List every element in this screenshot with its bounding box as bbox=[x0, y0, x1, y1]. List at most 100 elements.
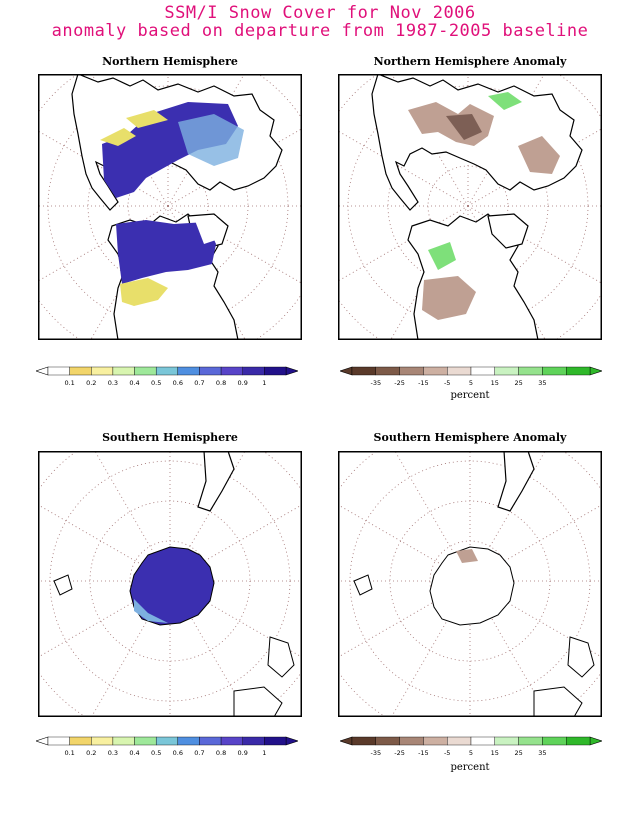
colorbar-arrow-right bbox=[589, 736, 602, 746]
colorbar-swatch bbox=[242, 366, 265, 376]
colorbar-swatch bbox=[220, 366, 243, 376]
colorbar-tick-label: -25 bbox=[394, 749, 405, 757]
colorbar-swatch bbox=[470, 366, 495, 376]
colorbar-swatch bbox=[518, 736, 543, 746]
colorbar-swatch bbox=[446, 366, 472, 376]
colorbar-tick-label: -5 bbox=[444, 749, 450, 757]
map-frame bbox=[38, 74, 302, 340]
landmass bbox=[53, 451, 295, 717]
snow-antarctica bbox=[129, 546, 215, 626]
colorbar-tick-label: -35 bbox=[370, 379, 381, 387]
map-frame bbox=[338, 451, 602, 717]
anomaly-neg-core bbox=[446, 114, 482, 140]
colorbar-tick-label: 0.8 bbox=[216, 379, 226, 387]
colorbar-anomaly-bottom: -35 -25 -15 -5 5 15 25 35 bbox=[340, 736, 602, 757]
colorbar-swatch bbox=[134, 736, 157, 746]
panel-title-nh-anomaly: Northern Hemisphere Anomaly bbox=[373, 55, 567, 68]
colorbar-swatch bbox=[47, 366, 70, 376]
colorbar-unit-bottom: percent bbox=[450, 762, 490, 773]
colorbar-swatch bbox=[518, 366, 543, 376]
colorbar-swatch bbox=[565, 366, 591, 376]
colorbar-swatch bbox=[423, 736, 448, 746]
colorbar-swatch bbox=[542, 736, 567, 746]
colorbar-swatch bbox=[399, 736, 424, 746]
colorbar-arrow-left bbox=[36, 736, 49, 746]
figure-title-line2: anomaly based on departure from 1987-200… bbox=[51, 21, 589, 41]
colorbar-tick-label: 0.1 bbox=[64, 379, 74, 387]
map-northern-hemisphere bbox=[38, 74, 302, 340]
colorbar-tick-label: 0.8 bbox=[216, 749, 226, 757]
anomaly-pos-canada bbox=[428, 242, 456, 270]
colorbar-swatch bbox=[47, 736, 70, 746]
colorbar-anomaly-top: -35 -25 -15 -5 5 15 25 35 bbox=[340, 366, 602, 387]
colorbar-tick-label: 0.1 bbox=[64, 749, 74, 757]
colorbar-tick-label: 5 bbox=[469, 749, 473, 757]
colorbar-swatch bbox=[69, 366, 92, 376]
colorbar-tick-label: 0.9 bbox=[238, 379, 248, 387]
colorbar-tick-label: 0.4 bbox=[129, 379, 139, 387]
colorbar-swatch bbox=[177, 366, 200, 376]
figure-title-line1: SSM/I Snow Cover for Nov 2006 bbox=[164, 3, 476, 23]
colorbar-tick-label: -15 bbox=[418, 749, 429, 757]
new-zealand-outline bbox=[53, 574, 73, 596]
colorbar-swatch bbox=[199, 366, 222, 376]
colorbar-swatch bbox=[155, 736, 179, 746]
colorbar-tick-label: 0.4 bbox=[129, 749, 139, 757]
colorbar-tick-label: -5 bbox=[444, 379, 450, 387]
colorbar-arrow-right bbox=[285, 736, 298, 746]
snow-edge-central bbox=[126, 110, 168, 128]
colorbar-swatch bbox=[69, 736, 92, 746]
map-northern-hemisphere-anomaly bbox=[338, 74, 602, 340]
africa-outline bbox=[233, 686, 283, 717]
colorbar-swatch bbox=[494, 366, 519, 376]
colorbar-tick-label: 35 bbox=[538, 749, 546, 757]
anomaly-neg-peninsula bbox=[456, 549, 478, 563]
colorbar-tick-label: -35 bbox=[370, 749, 381, 757]
colorbar-arrow-right bbox=[589, 366, 602, 376]
colorbar-tick-label: 1 bbox=[262, 749, 266, 757]
panel-title-sh: Southern Hemisphere bbox=[102, 431, 238, 444]
new-zealand-outline bbox=[353, 574, 373, 596]
colorbar-tick-label: 0.3 bbox=[108, 749, 118, 757]
graticule bbox=[338, 451, 602, 717]
antarctica-outline bbox=[429, 546, 515, 626]
colorbar-cover-bottom: 0.1 0.2 0.3 0.4 0.5 0.6 0.7 0.8 0.9 1 bbox=[36, 736, 298, 757]
snow-siberia-partial bbox=[178, 114, 244, 166]
colorbar-swatch bbox=[565, 736, 591, 746]
colorbar-arrow-left bbox=[36, 366, 49, 376]
colorbar-tick-label: 0.6 bbox=[173, 749, 183, 757]
colorbar-swatch bbox=[351, 736, 376, 746]
anomaly-neg-east-asia bbox=[518, 136, 560, 174]
colorbar-swatch bbox=[375, 736, 400, 746]
colorbar-swatch bbox=[220, 736, 243, 746]
colorbar-unit-top: percent bbox=[450, 390, 490, 401]
colorbar-cover-top: 0.1 0.2 0.3 0.4 0.5 0.6 0.7 0.8 0.9 1 bbox=[36, 366, 298, 387]
colorbar-tick-label: 5 bbox=[469, 379, 473, 387]
map-frame bbox=[38, 451, 302, 717]
anomaly-field bbox=[408, 92, 560, 320]
map-frame bbox=[338, 74, 602, 340]
colorbar-swatch bbox=[264, 736, 287, 746]
colorbar-tick-label: 25 bbox=[514, 379, 522, 387]
colorbar-swatch bbox=[91, 366, 114, 376]
colorbar-swatch bbox=[375, 366, 400, 376]
south-america-outline bbox=[497, 451, 535, 512]
map-southern-hemisphere bbox=[38, 451, 302, 717]
colorbar-tick-label: 0.6 bbox=[173, 379, 183, 387]
colorbar-swatch bbox=[542, 366, 567, 376]
colorbar-tick-label: 0.5 bbox=[151, 379, 161, 387]
colorbar-swatch bbox=[155, 366, 179, 376]
snow-antarctica-edge bbox=[134, 599, 168, 623]
panel-title-nh: Northern Hemisphere bbox=[102, 55, 238, 68]
colorbar-tick-label: 0.3 bbox=[108, 379, 118, 387]
colorbar-swatch bbox=[177, 736, 200, 746]
colorbar-arrow-left bbox=[340, 366, 353, 376]
snow-cover-field bbox=[100, 102, 244, 306]
colorbar-arrow-left bbox=[340, 736, 353, 746]
colorbar-swatch bbox=[242, 736, 265, 746]
colorbar-tick-label: 1 bbox=[262, 379, 266, 387]
snow-north-america bbox=[116, 220, 216, 284]
colorbar-tick-label: 35 bbox=[538, 379, 546, 387]
anomaly-pos-arctic bbox=[488, 92, 522, 110]
colorbar-swatch bbox=[134, 366, 157, 376]
